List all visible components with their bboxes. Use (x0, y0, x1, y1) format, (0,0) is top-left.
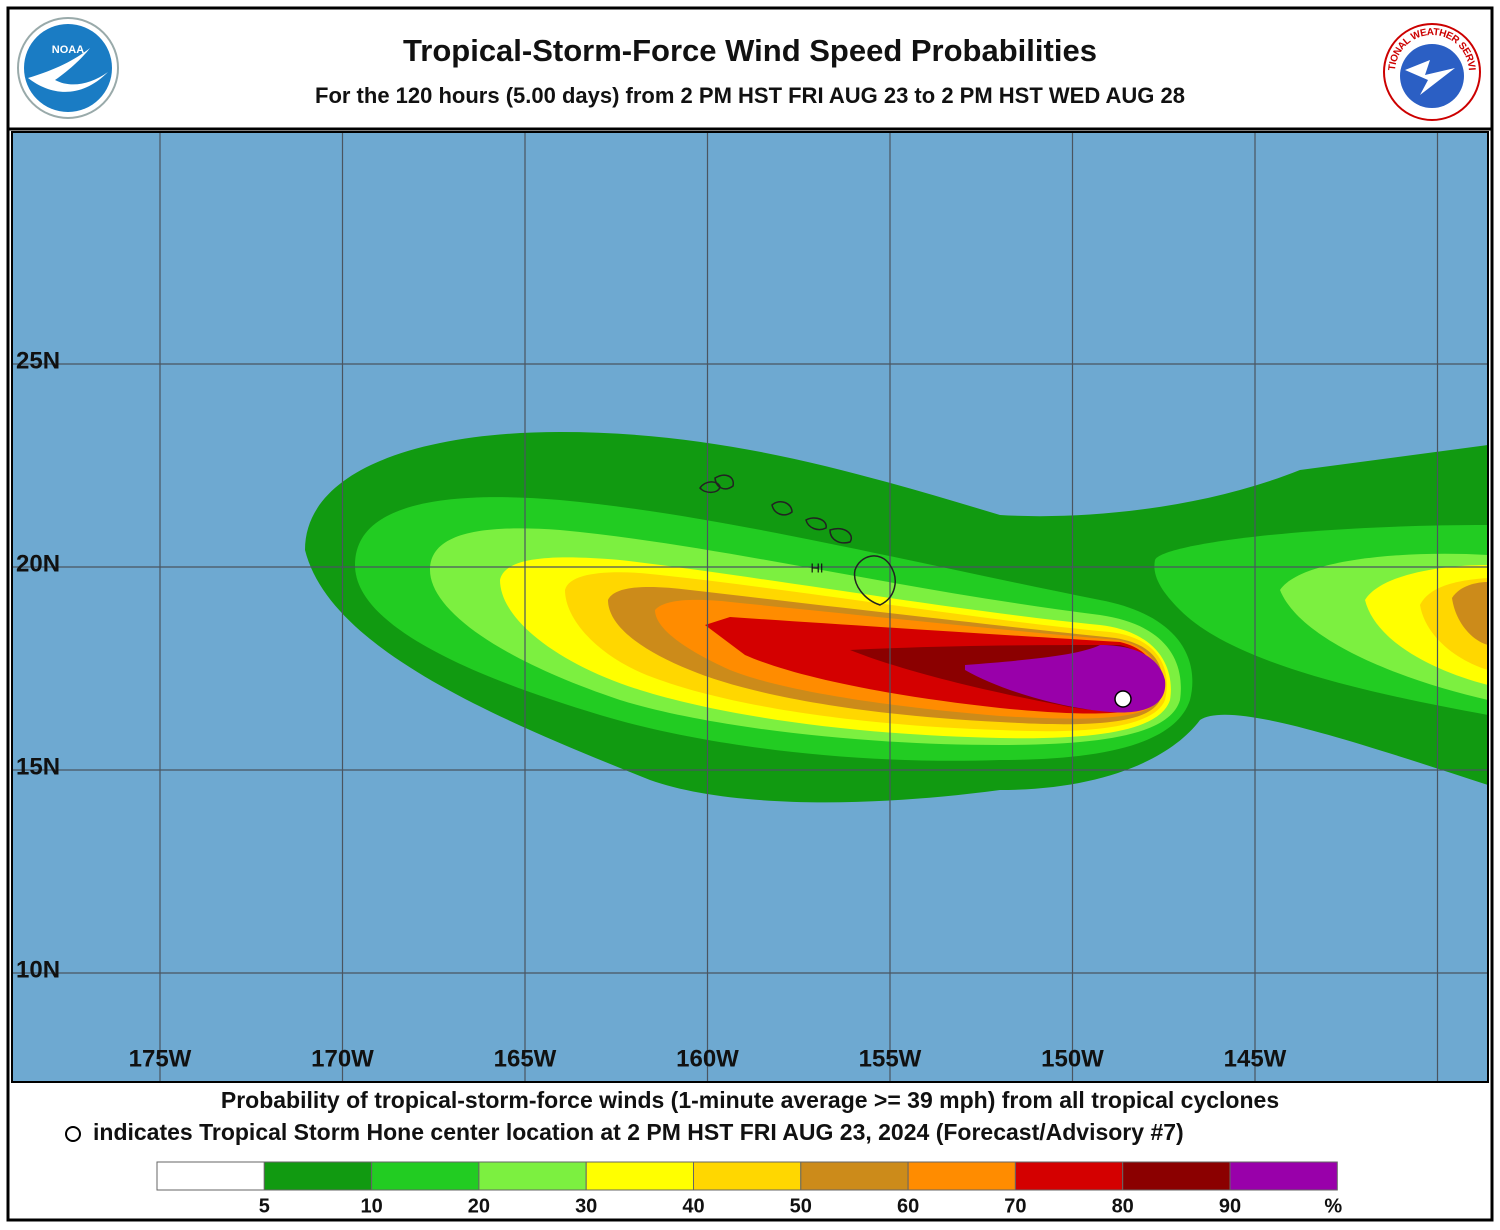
island (771, 501, 793, 516)
longitude-label: 155W (859, 1045, 922, 1072)
longitude-label: 175W (129, 1045, 192, 1072)
legend-label: 10 (360, 1195, 382, 1217)
latitude-label: 10N (16, 956, 60, 983)
latitude-label: 15N (16, 753, 60, 780)
graticule (12, 132, 1488, 1082)
longitude-label: 170W (311, 1045, 374, 1072)
legend: 5 10 20 30 40 50 60 70 80 90% (156, 1161, 1342, 1217)
legend-swatch (263, 1161, 373, 1191)
legend-swatch (478, 1161, 587, 1191)
legend-swatch (585, 1161, 695, 1191)
legend-label: 50 (790, 1195, 812, 1217)
island (805, 517, 827, 531)
latitude-label: 20N (16, 550, 60, 577)
legend-label: 5 (259, 1195, 270, 1217)
noaa-logo: NOAA (17, 17, 119, 119)
island-label: HI (811, 560, 824, 575)
footer-line2: indicates Tropical Storm Hone center loc… (93, 1119, 1184, 1145)
legend-swatch (1122, 1161, 1231, 1191)
map-border (11, 131, 1489, 1083)
footer-line1: Probability of tropical-storm-force wind… (221, 1087, 1279, 1113)
longitude-label: 145W (1224, 1045, 1287, 1072)
title: Tropical-Storm-Force Wind Speed Probabil… (403, 33, 1097, 68)
legend-label: 70 (1004, 1195, 1026, 1217)
legend-swatch (1014, 1161, 1124, 1191)
hawaiian-islands (699, 474, 896, 606)
probability-contours (305, 432, 1488, 803)
map-area: HI (12, 132, 1488, 1082)
legend-swatch (371, 1161, 480, 1191)
noaa-logo-text: NOAA (52, 44, 84, 56)
legend-label: 60 (897, 1195, 919, 1217)
longitude-label: 150W (1041, 1045, 1104, 1072)
island (829, 528, 852, 544)
longitude-label: 160W (676, 1045, 739, 1072)
legend-label: 30 (575, 1195, 597, 1217)
legend-unit: % (1324, 1195, 1342, 1217)
storm-center-key (65, 1126, 81, 1142)
legend-label: 90 (1219, 1195, 1241, 1217)
legend-swatch (693, 1161, 802, 1191)
longitude-label: 165W (494, 1045, 557, 1072)
storm-center (1114, 690, 1132, 708)
legend-swatch (800, 1161, 909, 1191)
island (853, 555, 896, 606)
contour-60 (1452, 582, 1488, 645)
island (714, 474, 734, 490)
legend-swatch (907, 1161, 1016, 1191)
legend-label: 20 (468, 1195, 490, 1217)
latitude-label: 25N (16, 347, 60, 374)
legend-label: 40 (682, 1195, 704, 1217)
legend-label: 80 (1112, 1195, 1134, 1217)
legend-swatch (156, 1161, 265, 1191)
subtitle: For the 120 hours (5.00 days) from 2 PM … (315, 83, 1185, 108)
axis-labels: 25N 20N 15N 10N 175W 170W 165W 160W 155W 150W 145W (16, 347, 1287, 1072)
legend-swatch (1229, 1161, 1338, 1191)
